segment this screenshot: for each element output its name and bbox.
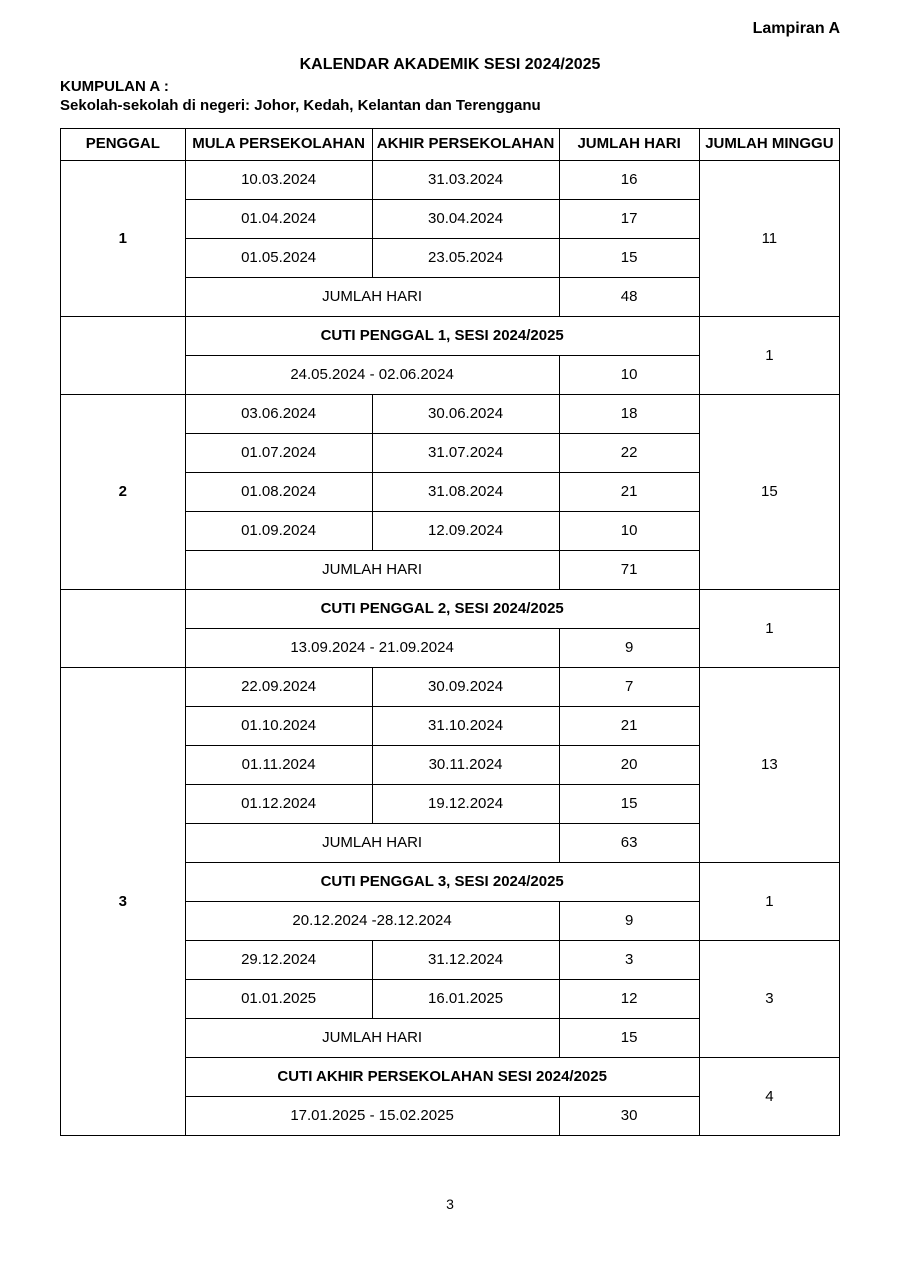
total-label: JUMLAH HARI (185, 1018, 559, 1057)
table-row: 3 22.09.2024 30.09.2024 7 13 (61, 667, 840, 706)
cell: 21 (559, 706, 699, 745)
cell: 3 (559, 940, 699, 979)
cuti-days: 10 (559, 355, 699, 394)
header-akhir: AKHIR PERSEKOLAHAN (372, 129, 559, 161)
weeks-cell: 13 (699, 667, 839, 862)
cuti-range: 20.12.2024 -28.12.2024 (185, 901, 559, 940)
cell: 01.12.2024 (185, 784, 372, 823)
group-label: KUMPULAN A : (60, 78, 840, 95)
cell: 22.09.2024 (185, 667, 372, 706)
cuti-range: 17.01.2025 - 15.02.2025 (185, 1096, 559, 1135)
cuti-title: CUTI PENGGAL 1, SESI 2024/2025 (185, 316, 699, 355)
weeks-cell: 15 (699, 394, 839, 589)
table-row: CUTI PENGGAL 1, SESI 2024/2025 1 (61, 316, 840, 355)
cell: 31.12.2024 (372, 940, 559, 979)
cuti-days: 30 (559, 1096, 699, 1135)
cell: 10.03.2024 (185, 160, 372, 199)
cell: 01.11.2024 (185, 745, 372, 784)
cell: 12 (559, 979, 699, 1018)
weeks-cell: 11 (699, 160, 839, 316)
cell: 16 (559, 160, 699, 199)
total-label: JUMLAH HARI (185, 550, 559, 589)
cell: 16.01.2025 (372, 979, 559, 1018)
total-value: 71 (559, 550, 699, 589)
total-value: 48 (559, 277, 699, 316)
cell: 01.09.2024 (185, 511, 372, 550)
cell: 03.06.2024 (185, 394, 372, 433)
cuti-weeks: 4 (699, 1057, 839, 1135)
cuti-spacer (61, 589, 186, 667)
cell: 01.10.2024 (185, 706, 372, 745)
cuti-range: 13.09.2024 - 21.09.2024 (185, 628, 559, 667)
cell: 15 (559, 784, 699, 823)
header-jumlah-minggu: JUMLAH MINGGU (699, 129, 839, 161)
cell: 19.12.2024 (372, 784, 559, 823)
cell: 7 (559, 667, 699, 706)
cuti-weeks: 1 (699, 862, 839, 940)
subtitle: Sekolah-sekolah di negeri: Johor, Kedah,… (60, 97, 840, 114)
cell: 30.04.2024 (372, 199, 559, 238)
table-row: 2 03.06.2024 30.06.2024 18 15 (61, 394, 840, 433)
cell: 17 (559, 199, 699, 238)
total-value: 63 (559, 823, 699, 862)
cell: 10 (559, 511, 699, 550)
cell: 01.08.2024 (185, 472, 372, 511)
header-penggal: PENGGAL (61, 129, 186, 161)
academic-calendar-table: PENGGAL MULA PERSEKOLAHAN AKHIR PERSEKOL… (60, 128, 840, 1136)
cell: 18 (559, 394, 699, 433)
weeks-cell: 3 (699, 940, 839, 1057)
cell: 01.05.2024 (185, 238, 372, 277)
cuti-weeks: 1 (699, 589, 839, 667)
cuti-days: 9 (559, 628, 699, 667)
cell: 30.06.2024 (372, 394, 559, 433)
cell: 31.07.2024 (372, 433, 559, 472)
table-row: CUTI PENGGAL 2, SESI 2024/2025 1 (61, 589, 840, 628)
cell: 31.08.2024 (372, 472, 559, 511)
cell: 22 (559, 433, 699, 472)
cuti-title: CUTI PENGGAL 2, SESI 2024/2025 (185, 589, 699, 628)
cell: 29.12.2024 (185, 940, 372, 979)
cuti-title: CUTI AKHIR PERSEKOLAHAN SESI 2024/2025 (185, 1057, 699, 1096)
cell: 01.07.2024 (185, 433, 372, 472)
cuti-title: CUTI PENGGAL 3, SESI 2024/2025 (185, 862, 699, 901)
cuti-range: 24.05.2024 - 02.06.2024 (185, 355, 559, 394)
cell: 21 (559, 472, 699, 511)
header-jumlah-hari: JUMLAH HARI (559, 129, 699, 161)
cell: 12.09.2024 (372, 511, 559, 550)
table-row: 1 10.03.2024 31.03.2024 16 11 (61, 160, 840, 199)
page-number: 3 (60, 1196, 840, 1212)
total-label: JUMLAH HARI (185, 277, 559, 316)
penggal-1-cell: 1 (61, 160, 186, 316)
penggal-3-cell: 3 (61, 667, 186, 1135)
cell: 20 (559, 745, 699, 784)
total-value: 15 (559, 1018, 699, 1057)
cell: 30.11.2024 (372, 745, 559, 784)
cuti-days: 9 (559, 901, 699, 940)
cell: 01.04.2024 (185, 199, 372, 238)
penggal-2-cell: 2 (61, 394, 186, 589)
total-label: JUMLAH HARI (185, 823, 559, 862)
appendix-label: Lampiran A (60, 20, 840, 38)
cell: 15 (559, 238, 699, 277)
cuti-spacer (61, 316, 186, 394)
cell: 31.03.2024 (372, 160, 559, 199)
document-title: KALENDAR AKADEMIK SESI 2024/2025 (60, 56, 840, 74)
cell: 31.10.2024 (372, 706, 559, 745)
table-header-row: PENGGAL MULA PERSEKOLAHAN AKHIR PERSEKOL… (61, 129, 840, 161)
cell: 01.01.2025 (185, 979, 372, 1018)
cell: 23.05.2024 (372, 238, 559, 277)
cuti-weeks: 1 (699, 316, 839, 394)
cell: 30.09.2024 (372, 667, 559, 706)
header-mula: MULA PERSEKOLAHAN (185, 129, 372, 161)
